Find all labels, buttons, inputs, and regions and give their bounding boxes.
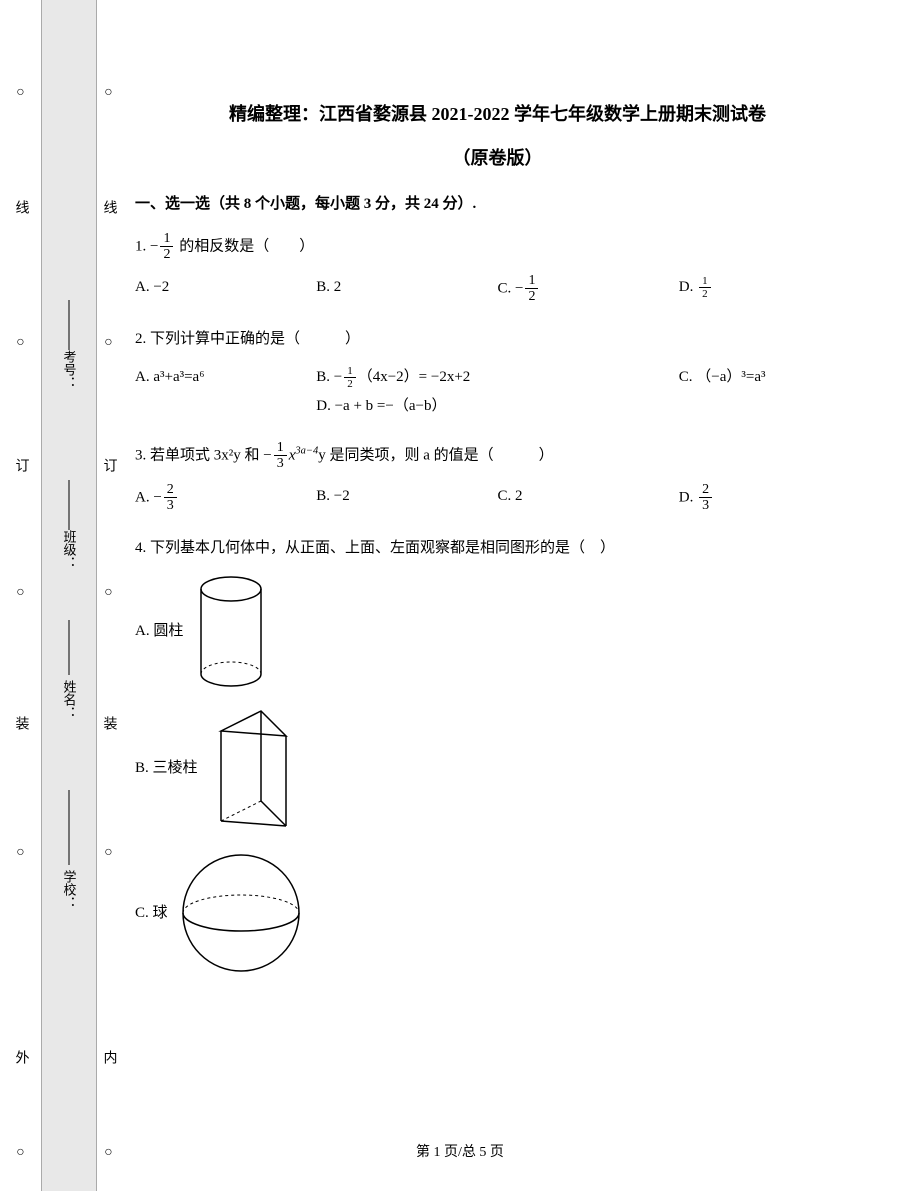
middle-margin-column: 考号： 班级： 姓名： 学校： bbox=[42, 0, 97, 1191]
margin-circle: ○ bbox=[16, 585, 24, 601]
section-heading: 一、选一选（共 8 个小题，每小题 3 分，共 24 分）. bbox=[135, 192, 860, 213]
question-4: 4. 下列基本几何体中，从正面、上面、左面观察都是相同图形的是（ ） A. 圆柱… bbox=[135, 534, 860, 979]
fill-line bbox=[69, 620, 70, 675]
margin-circle: ○ bbox=[104, 85, 112, 101]
q4-stem: 4. 下列基本几何体中，从正面、上面、左面观察都是相同图形的是（ ） bbox=[135, 534, 860, 563]
fraction: 12 bbox=[699, 275, 711, 300]
margin-circle: ○ bbox=[16, 335, 24, 351]
q4-opt-b: B. 三棱柱 bbox=[135, 701, 860, 836]
q3-opt-d: D. 23 bbox=[679, 482, 860, 514]
exam-title: 精编整理：江西省婺源县 2021-2022 学年七年级数学上册期末测试卷 bbox=[135, 100, 860, 126]
margin-char-zhuang: 装 bbox=[99, 716, 119, 730]
q1-stem-post: 的相反数是（ ） bbox=[175, 238, 314, 254]
margin-circle: ○ bbox=[16, 85, 24, 101]
margin-circle: ○ bbox=[104, 845, 112, 861]
margin-char-ding: 订 bbox=[99, 458, 119, 472]
fraction: 23 bbox=[699, 482, 712, 514]
sphere-icon bbox=[176, 848, 306, 978]
margin-circle: ○ bbox=[104, 585, 112, 601]
label-kaohao: 考号： bbox=[60, 350, 79, 389]
q1-opt-a: A. −2 bbox=[135, 273, 316, 305]
q4-opt-c: C. 球 bbox=[135, 848, 860, 978]
margin-char-zhuang: 装 bbox=[11, 716, 31, 730]
q1-opt-c: C. −12 bbox=[498, 273, 679, 305]
margin-circle: ○ bbox=[104, 335, 112, 351]
q3-opt-b: B. −2 bbox=[316, 482, 497, 514]
fill-line bbox=[69, 790, 70, 865]
q2-opt-d: D. −a + b =−（a−b） bbox=[316, 392, 446, 421]
q3-opt-c: C. 2 bbox=[498, 482, 679, 514]
page-content: 精编整理：江西省婺源县 2021-2022 学年七年级数学上册期末测试卷 （原卷… bbox=[135, 100, 890, 998]
fraction: 12 bbox=[525, 273, 538, 305]
q2-opt-b: B. −12（4x−2）= −2x+2 bbox=[316, 363, 679, 392]
q1-opt-d: D. 12 bbox=[679, 273, 860, 305]
question-2: 2. 下列计算中正确的是（ ） A. a³+a³=a⁶ B. −12（4x−2）… bbox=[135, 325, 860, 421]
q1-opt-b: B. 2 bbox=[316, 273, 497, 305]
margin-char-wai: 外 bbox=[11, 1050, 31, 1064]
inner-margin-column: ○ 线 ○ 订 ○ 装 ○ 内 ○ bbox=[97, 0, 120, 1191]
margin-char-xian: 线 bbox=[99, 200, 119, 214]
fraction: 12 bbox=[160, 231, 173, 263]
margin-char-xian: 线 bbox=[11, 200, 31, 214]
fraction: 12 bbox=[344, 365, 356, 390]
label-banji: 班级： bbox=[60, 530, 79, 569]
fraction: 23 bbox=[164, 482, 177, 514]
q2-opt-a: A. a³+a³=a⁶ bbox=[135, 363, 316, 392]
q3-stem-pre: 3. 若单项式 3x²y 和 − bbox=[135, 447, 272, 463]
fill-line bbox=[69, 300, 70, 350]
q3-opt-a: A. −23 bbox=[135, 482, 316, 514]
outer-margin-column: ○ 线 ○ 订 ○ 装 ○ 外 ○ bbox=[0, 0, 42, 1191]
label-xingming: 姓名： bbox=[60, 680, 79, 719]
question-3: 3. 若单项式 3x²y 和 −13x3a−4y 是同类项，则 a 的值是（ ）… bbox=[135, 440, 860, 514]
triangular-prism-icon bbox=[206, 701, 306, 836]
margin-circle: ○ bbox=[16, 845, 24, 861]
q2-stem: 2. 下列计算中正确的是（ ） bbox=[135, 325, 860, 354]
cylinder-icon bbox=[191, 574, 271, 689]
exam-subtitle: （原卷版） bbox=[135, 144, 860, 170]
q2-opt-c: C. （−a）³=a³ bbox=[679, 363, 860, 392]
question-1: 1. −12 的相反数是（ ） A. −2 B. 2 C. −12 D. 12 bbox=[135, 231, 860, 305]
q4-opt-a: A. 圆柱 bbox=[135, 574, 860, 689]
q1-stem-pre: 1. − bbox=[135, 238, 158, 254]
fraction: 13 bbox=[274, 440, 287, 472]
page-footer: 第 1 页/总 5 页 bbox=[0, 1141, 920, 1161]
binding-margin: ○ 线 ○ 订 ○ 装 ○ 外 ○ 考号： 班级： 姓名： 学校： ○ 线 ○ … bbox=[0, 0, 120, 1191]
margin-char-nei: 内 bbox=[99, 1050, 119, 1064]
label-xuexiao: 学校： bbox=[60, 870, 79, 909]
fill-line bbox=[69, 480, 70, 530]
margin-char-ding: 订 bbox=[11, 458, 31, 472]
